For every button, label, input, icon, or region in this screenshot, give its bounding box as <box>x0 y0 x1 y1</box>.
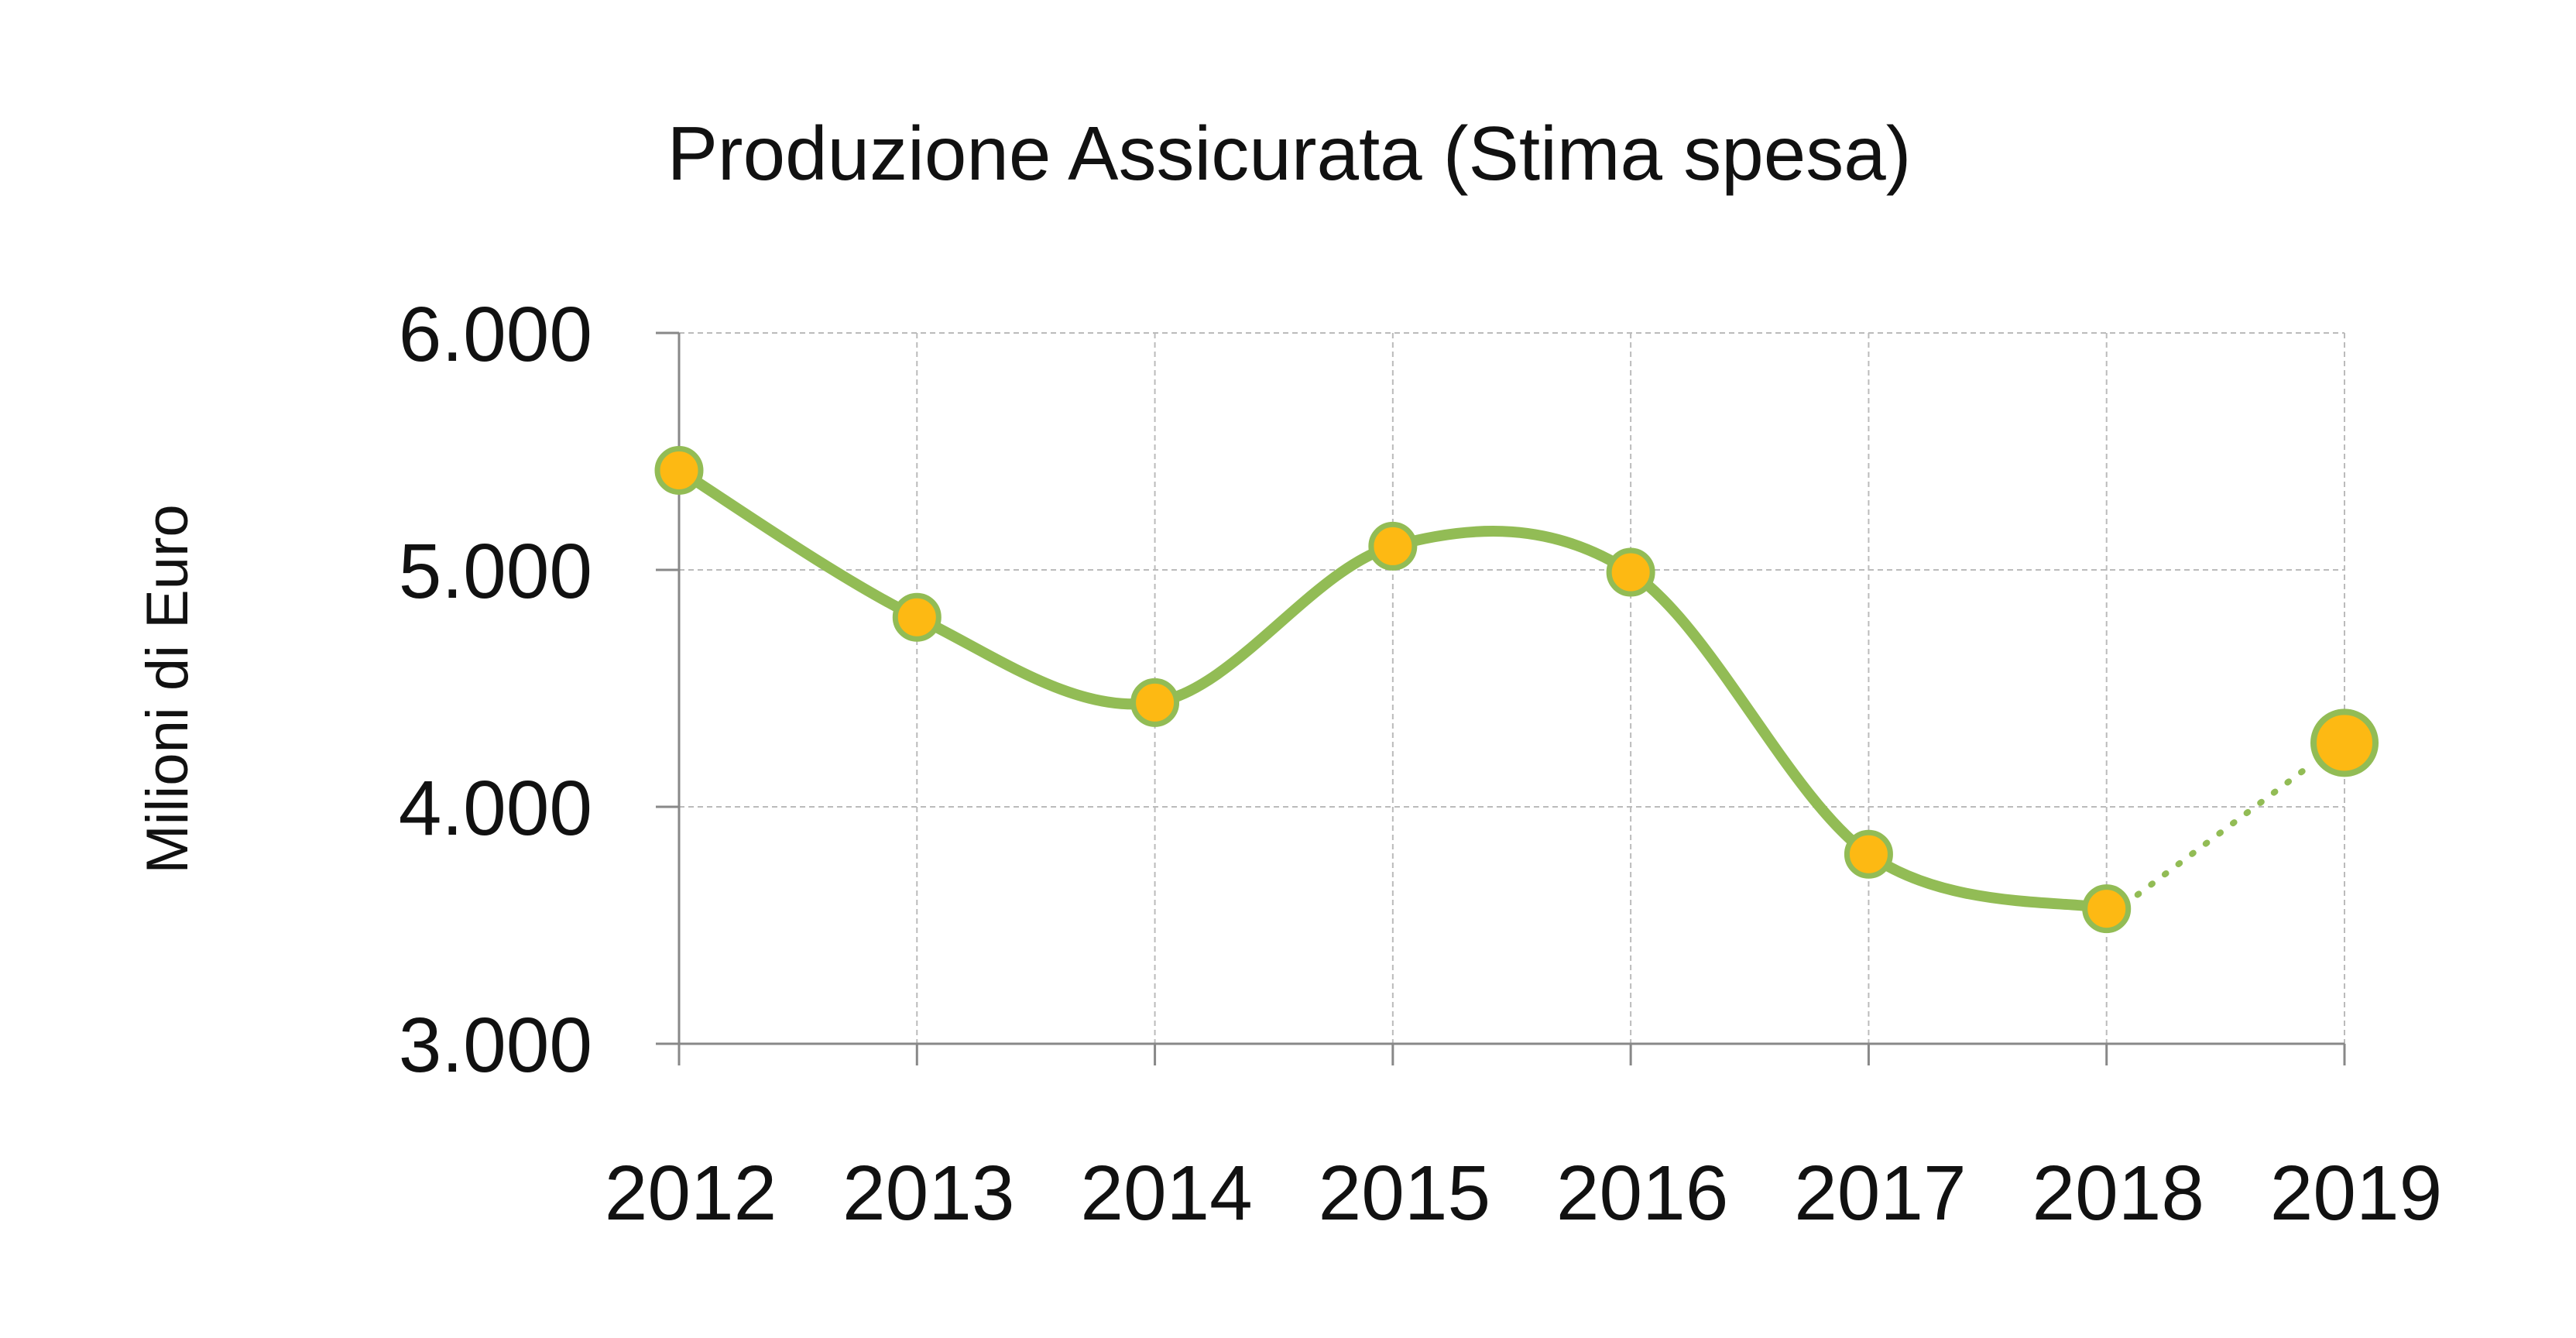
x-tick-label: 2019 <box>2270 1150 2442 1237</box>
y-tick-label: 6.000 <box>399 291 592 378</box>
chart-title: Produzione Assicurata (Stima spesa) <box>667 111 1912 196</box>
data-point <box>1368 521 1418 571</box>
data-point <box>2082 884 2132 934</box>
grid <box>679 332 2345 1044</box>
x-tick-label: 2012 <box>605 1150 777 1237</box>
x-tick-label: 2014 <box>1080 1150 1252 1237</box>
data-point <box>892 592 942 642</box>
data-point <box>654 445 704 495</box>
x-tick-label: 2016 <box>1556 1150 1728 1237</box>
data-point <box>1844 829 1893 879</box>
data-point-estimated <box>2310 708 2379 777</box>
projection-line <box>2134 760 2317 898</box>
axes <box>656 331 2346 1065</box>
y-tick-label: 3.000 <box>399 1002 592 1089</box>
x-tick-label: 2013 <box>842 1150 1014 1237</box>
data-point <box>1606 547 1655 597</box>
x-tick-labels: 2012 2013 2014 2015 2016 2017 2018 2019 <box>605 1150 2442 1237</box>
data-point <box>1130 678 1180 727</box>
x-tick-label: 2015 <box>1319 1150 1490 1237</box>
y-tick-label: 4.000 <box>399 765 592 852</box>
y-tick-label: 5.000 <box>399 528 592 615</box>
x-tick-label: 2018 <box>2032 1150 2204 1237</box>
data-points <box>654 445 2379 934</box>
y-axis-label: Milioni di Euro <box>135 504 201 873</box>
y-tick-labels: 3.000 4.000 5.000 6.000 <box>399 291 592 1089</box>
x-tick-label: 2017 <box>1794 1150 1966 1237</box>
series-line <box>674 465 2317 914</box>
